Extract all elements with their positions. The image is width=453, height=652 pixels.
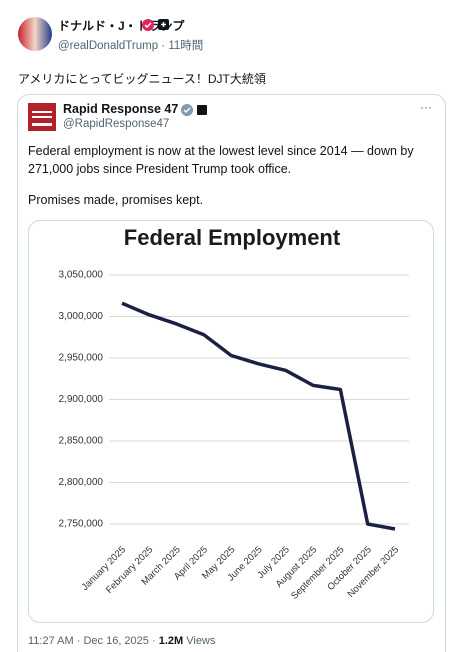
y-tick-label: 3,050,000 [59,270,104,281]
quote-text-2: Promises made, promises kept. [28,193,204,207]
y-tick-label: 2,800,000 [59,477,104,488]
separator: · [151,635,156,647]
quote-badges [181,104,207,116]
quote-text: Federal employment is now at the lowest … [28,142,414,178]
quote-line: 271,000 jobs since President Trump took … [28,162,292,176]
footer: 11:27 AM · Dec 16, 2025 · 1.2M Views [28,635,215,647]
y-tick-label: 2,750,000 [59,519,104,530]
views-label: Views [186,635,216,647]
quote-author[interactable]: Rapid Response 47 [63,102,179,116]
y-tick-label: 3,000,000 [59,311,104,322]
separator: · [76,635,81,647]
badges [142,19,169,31]
quote-card[interactable] [17,94,446,652]
post-text: アメリカにとってビッグニュース！DJT大統領 [18,72,266,86]
footer-date[interactable]: Dec 16, 2025 [83,635,149,647]
handle[interactable]: @realDonaldTrump [58,40,159,52]
separator: · [161,40,166,52]
y-tick-label: 2,900,000 [59,394,104,405]
y-tick-label: 2,950,000 [59,353,104,364]
chart-card[interactable]: Federal Employment 2,750,000 2,800,000 2,8… [28,220,434,623]
y-tick-label: 2,850,000 [59,436,104,447]
avatar[interactable] [18,17,52,51]
chart-title: Federal Employment [124,225,341,250]
author-meta: @realDonaldTrump · 11時間 [58,37,203,53]
quote-line: Federal employment is now at the lowest … [28,144,414,158]
footer-time[interactable]: 11:27 AM [28,635,74,647]
views-count: 1.2M [158,635,184,647]
post-time[interactable]: 11時間 [168,40,204,52]
data-line [121,301,396,531]
quote-logo [28,103,56,131]
x-tick-label: November 2025 [346,544,402,600]
more-menu[interactable]: ··· [420,100,432,114]
quote-handle[interactable]: @RapidResponse47 [63,118,170,130]
chart: Federal Employment 2,750,000 2,800,000 2,8… [59,225,409,602]
